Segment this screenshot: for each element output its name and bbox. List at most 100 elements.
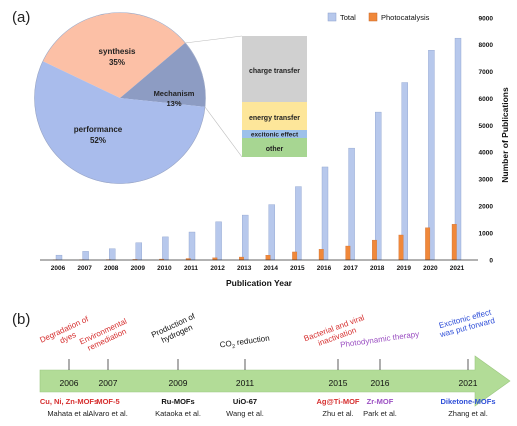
x-axis-title: Publication Year — [226, 278, 293, 288]
timeline-author-2006: Mahata et al. — [47, 409, 90, 418]
legend-swatch-total — [327, 12, 337, 22]
y-tick-label-5000: 5000 — [479, 123, 494, 130]
pie-slice-mechanism — [120, 42, 206, 107]
timeline-mof-2006: Cu, Ni, Zn-MOFs — [40, 397, 98, 406]
segment-excitonic-effect — [242, 130, 307, 138]
x-tick-label-2007: 2007 — [77, 265, 92, 272]
pie-pct-mechanism: 13% — [166, 99, 181, 108]
bar-total-2008 — [108, 248, 116, 261]
x-tick-label-2021: 2021 — [450, 265, 465, 272]
bar-total-2014 — [268, 204, 275, 261]
pie-label-synthesis: synthesis — [99, 47, 136, 56]
x-tick-label-2014: 2014 — [264, 265, 279, 272]
timeline-mof-2011: UiO-67 — [233, 397, 257, 406]
bar-total-2007 — [82, 251, 89, 261]
x-tick-label-2017: 2017 — [343, 265, 358, 272]
x-tick-label-2010: 2010 — [157, 265, 172, 272]
bar-photocatalysis-2017 — [345, 245, 351, 261]
timeline-mof-2016: Zr-MOF — [367, 397, 394, 406]
x-tick-label-2018: 2018 — [370, 265, 385, 272]
bar-total-2013 — [241, 214, 249, 261]
y-tick-label-2000: 2000 — [479, 204, 494, 211]
x-tick-label-2009: 2009 — [131, 265, 146, 272]
segment-label-energy-transfer: energy transfer — [249, 115, 300, 122]
x-tick-label-2011: 2011 — [184, 265, 198, 272]
y-tick-label-7000: 7000 — [479, 69, 494, 76]
timeline-author-2021: Zhang et al. — [448, 409, 488, 418]
timeline-year-2007: 2007 — [99, 378, 118, 388]
legend-swatch-photocatalysis — [368, 12, 378, 22]
bar-total-2019 — [401, 82, 408, 261]
timeline-year-2021: 2021 — [459, 378, 478, 388]
panel-b-label: (b) — [12, 311, 30, 328]
photocatalysis-bars — [52, 224, 457, 261]
timeline-mof-2009: Ru-MOFs — [161, 397, 194, 406]
segment-label-other: other — [266, 146, 284, 153]
bar-total-2010 — [162, 236, 169, 261]
timeline-year-2006: 2006 — [60, 378, 79, 388]
pie-pct-performance: 52% — [90, 136, 106, 145]
y-tick-label-1000: 1000 — [479, 230, 494, 237]
timeline-year-2011: 2011 — [236, 378, 255, 388]
segment-other — [242, 138, 307, 157]
bar-photocatalysis-2019 — [398, 234, 404, 261]
y-tick-label-0: 0 — [489, 257, 493, 264]
timeline-mof-2015: Ag@Ti-MOF — [316, 397, 359, 406]
connector-line-bottom — [204, 106, 243, 158]
total-bars — [55, 37, 462, 261]
timeline-year-2009: 2009 — [169, 378, 188, 388]
bar-total-2009 — [135, 242, 143, 261]
x-tick-label-2020: 2020 — [423, 265, 438, 272]
timeline-year-2015: 2015 — [329, 378, 348, 388]
y-tick-label-6000: 6000 — [479, 96, 494, 103]
bar-photocatalysis-2020 — [425, 227, 431, 261]
bar-photocatalysis-2014 — [265, 255, 271, 261]
y-tick-label-4000: 4000 — [479, 150, 494, 157]
x-tick-label-2019: 2019 — [397, 265, 412, 272]
timeline-mof-2007: MOF-5 — [96, 397, 119, 406]
timeline-arrow — [39, 355, 511, 407]
bar-total-2016 — [321, 166, 329, 261]
bar-total-2017 — [348, 147, 355, 261]
bar-photocatalysis-2015 — [292, 251, 298, 261]
timeline-milestone-text-2011: CO2 reduction — [219, 334, 270, 352]
y-tick-label-3000: 3000 — [479, 177, 494, 184]
x-tick-labels: 2006 2007 2008 2009 2010 2011 2012 2013 2014 2015… — [51, 265, 465, 272]
pie-pct-synthesis: 35% — [109, 58, 125, 67]
pie-slice-synthesis — [42, 12, 186, 98]
legend-label-photocatalysis: Photocatalysis — [381, 13, 430, 22]
pie-outline — [34, 12, 206, 184]
timeline-events: 2006 Cu, Ni, Zn-MOFs Mahata et al. Degradat… — [38, 307, 495, 418]
segment-label-excitonic-effect: excitonic effect — [251, 132, 299, 139]
x-tick-label-2013: 2013 — [237, 265, 252, 272]
y-tick-label-9000: 9000 — [479, 15, 494, 22]
bar-total-2006 — [55, 254, 63, 261]
x-tick-label-2006: 2006 — [51, 265, 66, 272]
bar-total-2015 — [295, 186, 302, 261]
pie-label-mechanism: Mechanism — [154, 89, 195, 98]
x-tick-label-2015: 2015 — [290, 265, 305, 272]
timeline-author-2016: Park et al. — [363, 409, 397, 418]
co2-text-co: CO — [219, 339, 232, 350]
timeline-milestone-2011: CO2 reduction — [219, 334, 270, 352]
co2-text-reduction: reduction — [234, 334, 270, 348]
timeline-year-2016: 2016 — [371, 378, 390, 388]
bar-total-2011 — [188, 231, 196, 261]
panel-a-label: (a) — [12, 9, 30, 26]
timeline-author-2009: Kataoka et al. — [155, 409, 201, 418]
legend-label-total: Total — [340, 13, 356, 22]
segment-energy-transfer — [242, 102, 307, 130]
mechanism-breakdown-bar: charge transfer energy transfer excitoni… — [242, 36, 307, 157]
segment-charge-transfer — [242, 36, 307, 102]
bar-photocatalysis-2018 — [372, 239, 377, 261]
timeline-author-2015: Zhu et al. — [322, 409, 353, 418]
pie-label-performance: performance — [74, 125, 123, 134]
y-axis-title: Number of Publications — [500, 87, 510, 183]
x-tick-label-2008: 2008 — [104, 265, 119, 272]
timeline-mof-2021: Diketone-MOFs — [440, 397, 495, 406]
connector-line-top — [184, 35, 243, 44]
